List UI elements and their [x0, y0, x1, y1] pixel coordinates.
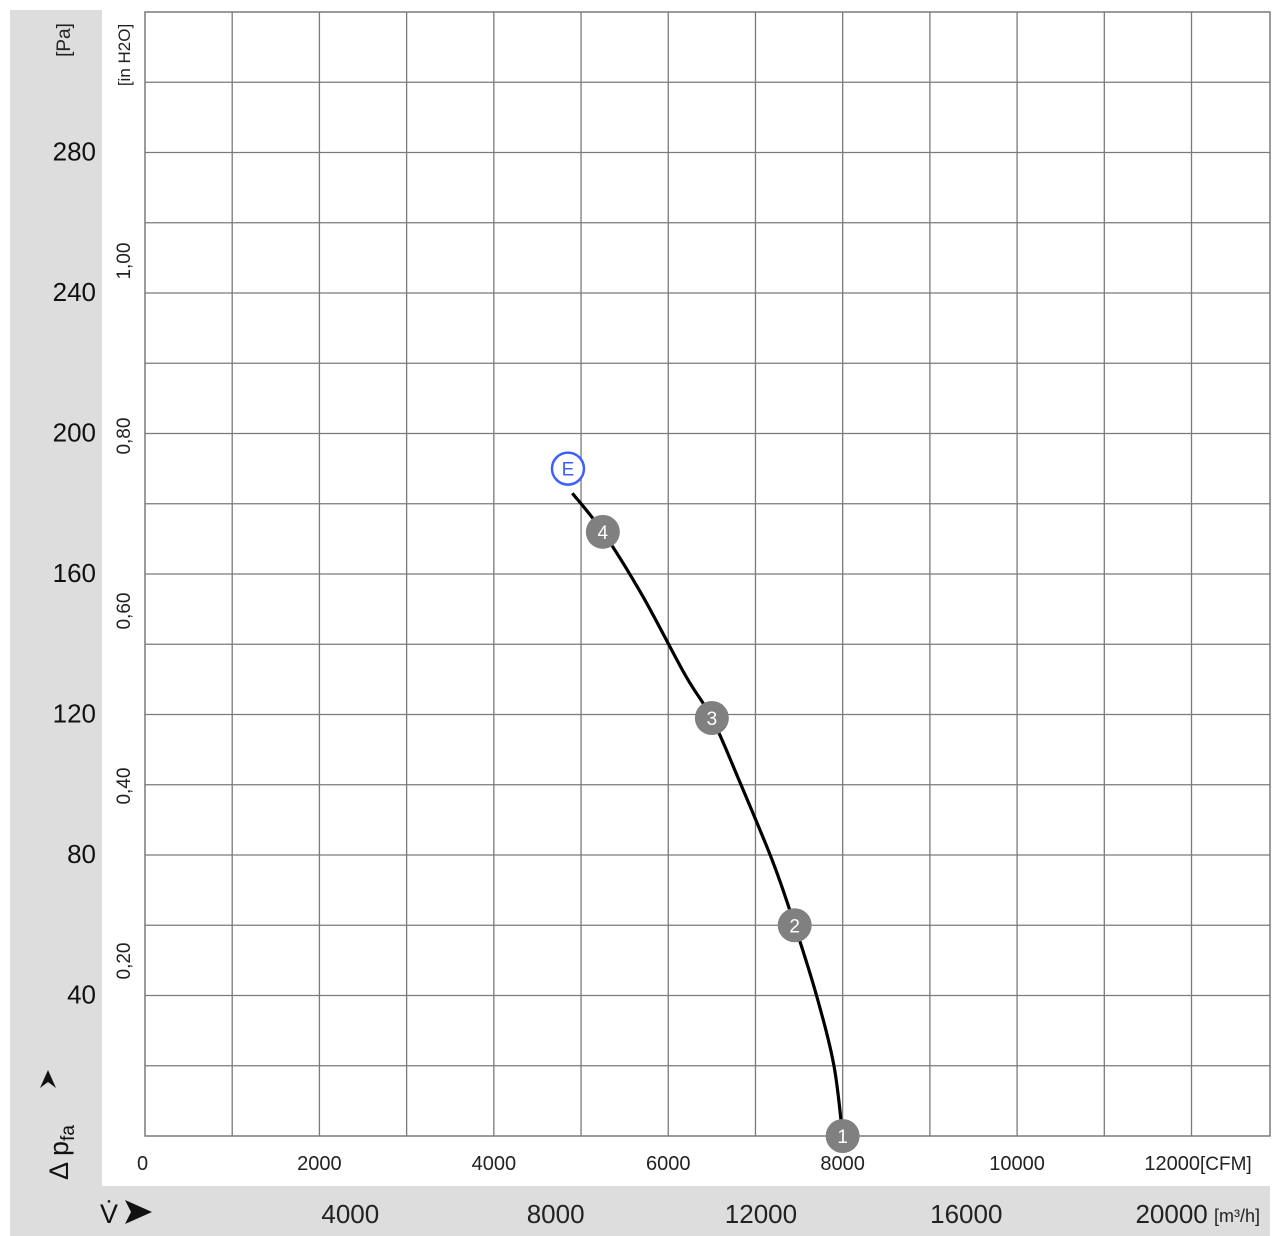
marker-circle	[585, 514, 620, 549]
curve-layer	[571, 492, 845, 1137]
y-axis-symbol-main: Δ p	[44, 1141, 74, 1180]
y-left-tick-label: 160	[53, 558, 96, 588]
operating-point-marker: 1	[825, 1119, 860, 1153]
marker-label: 3	[707, 709, 718, 730]
left-axis-band	[10, 10, 102, 1236]
marker-label: 4	[598, 523, 609, 544]
x-m3h-tick-label: 20000	[1135, 1199, 1207, 1229]
y-left-unit-label: [Pa]	[54, 23, 75, 57]
y-axis-symbol: Δ pfa	[40, 1070, 79, 1180]
x-m3h-tick-label: 16000	[930, 1199, 1002, 1229]
marker-circle	[825, 1119, 860, 1153]
marker-circle	[694, 701, 729, 736]
marker-label: 2	[789, 916, 800, 937]
x-cfm-tick-label: 4000	[472, 1153, 517, 1175]
y-left-tick-label: 280	[53, 137, 96, 167]
x-cfm-tick-label: 10000	[989, 1153, 1045, 1175]
x-cfm-tick-label: 12000	[1144, 1153, 1200, 1175]
marker-circle	[550, 451, 586, 486]
x-m3h-tick-label: 4000	[321, 1199, 379, 1229]
operating-point-markers: 1 2 3 4 E	[550, 451, 860, 1153]
y-right-tick-label: 0,60	[114, 593, 135, 630]
tick-labels: 40 80 120 160 200 240 280 0,20 0,40 0,60 0,80 1,00 0…	[53, 137, 1208, 1230]
marker-label: 1	[837, 1127, 848, 1148]
x-cfm-tick-label: 6000	[646, 1153, 691, 1175]
x-cfm-tick-label: 0	[137, 1153, 148, 1175]
x-axis-symbol: V̇	[100, 1199, 152, 1229]
y-left-tick-label: 120	[53, 699, 96, 729]
x-m3h-unit-label: [m³/h]	[1214, 1206, 1260, 1226]
y-left-tick-label: 80	[67, 839, 96, 869]
x-m3h-tick-label: 8000	[527, 1199, 585, 1229]
y-right-tick-label: 0,40	[114, 768, 135, 805]
y-right-tick-label: 0,80	[114, 418, 135, 455]
y-left-tick-label: 40	[67, 980, 96, 1010]
x-axis-arrow-icon	[125, 1200, 152, 1224]
operating-point-marker: 2	[777, 908, 812, 943]
marker-label: E	[562, 460, 575, 481]
y-left-tick-label: 240	[53, 277, 96, 307]
y-axis-arrow-icon	[40, 1070, 56, 1088]
bottom-axis-band	[102, 1186, 1270, 1236]
x-cfm-tick-label: 8000	[820, 1153, 865, 1175]
operating-point-marker: E	[550, 451, 586, 486]
marker-circle	[777, 908, 812, 943]
x-cfm-unit-label: [CFM]	[1200, 1154, 1252, 1175]
operating-point-marker: 4	[585, 514, 620, 549]
y-right-tick-label: 0,20	[114, 943, 135, 980]
performance-curve	[571, 492, 845, 1137]
y-left-tick-label: 200	[53, 418, 96, 448]
x-m3h-tick-label: 12000	[725, 1199, 797, 1229]
y-axis-symbol-text: Δ pfa	[44, 1125, 79, 1180]
operating-point-marker: 3	[694, 701, 729, 736]
grid	[144, 11, 1271, 1137]
x-cfm-tick-label: 2000	[297, 1153, 342, 1175]
y-right-tick-label: 1,00	[114, 243, 135, 280]
y-axis-symbol-sub: fa	[58, 1125, 79, 1141]
y-right-unit-label: [in H2O]	[115, 24, 134, 86]
x-axis-symbol-text: V̇	[100, 1199, 118, 1229]
